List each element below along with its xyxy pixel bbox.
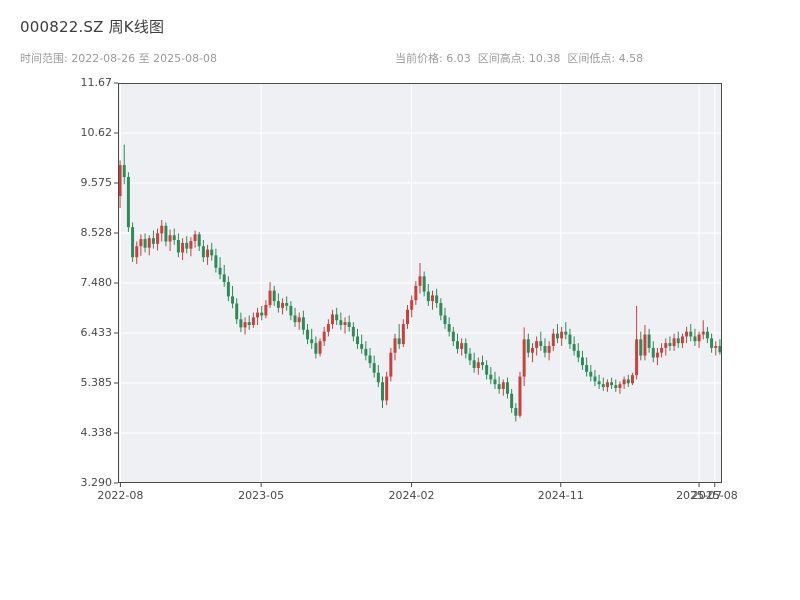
chart-title: 000822.SZ 周K线图 [20, 18, 165, 36]
y-tick-label: 10.62 [80, 126, 113, 139]
y-tick-label: 11.67 [80, 76, 113, 89]
y-tick-label: 4.338 [80, 426, 113, 439]
y-tick-label: 9.575 [80, 176, 113, 189]
price-stats-label: 当前价格: 6.03 区间高点: 10.38 区间低点: 4.58 [395, 52, 644, 65]
y-tick-label: 8.528 [80, 226, 113, 239]
kline-plot-area [114, 82, 722, 487]
kline-svg [114, 82, 722, 487]
y-tick-label: 5.385 [80, 376, 113, 389]
y-tick-label: 3.290 [80, 476, 113, 489]
x-tick-label: 2025-08 [691, 489, 738, 502]
time-range-label: 时间范围: 2022-08-26 至 2025-08-08 [20, 52, 218, 65]
x-tick-label: 2025-07 [676, 489, 723, 502]
y-tick-label: 7.480 [80, 276, 113, 289]
y-tick-label: 6.433 [80, 326, 113, 339]
x-tick-label: 2024-02 [388, 489, 435, 502]
x-tick-label: 2024-11 [537, 489, 584, 502]
x-tick-label: 2022-08 [97, 489, 144, 502]
x-tick-label: 2023-05 [238, 489, 285, 502]
